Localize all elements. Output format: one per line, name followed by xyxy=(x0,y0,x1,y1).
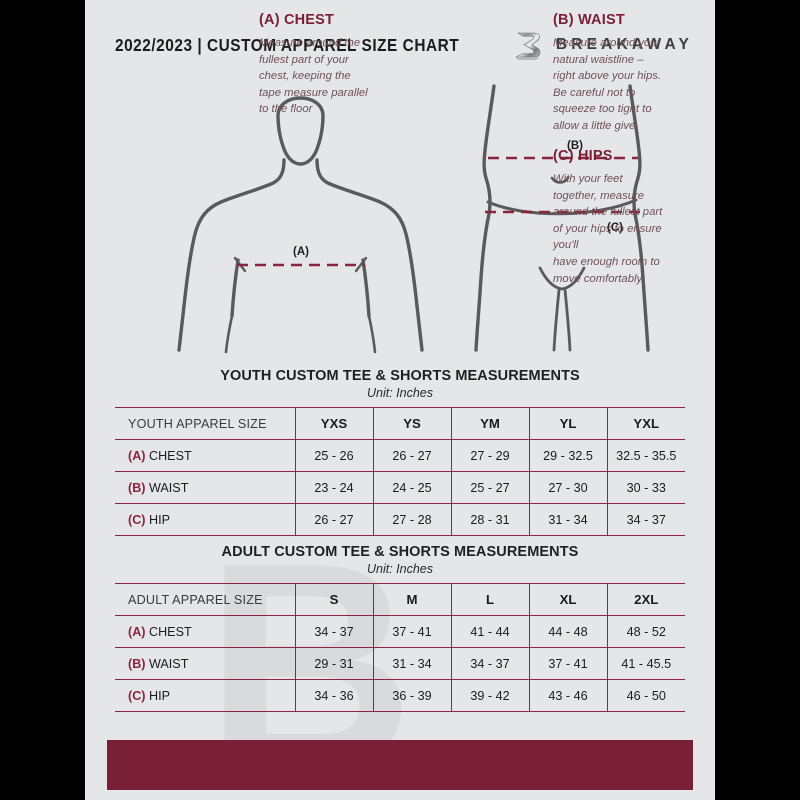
row-name: HIP xyxy=(148,512,170,527)
adult-chest-1: 37 - 41 xyxy=(372,615,451,648)
adult-size-col-1: M xyxy=(372,583,451,616)
youth-size-header: YOUTH APPAREL SIZE xyxy=(115,407,295,440)
adult-size-col-2: L xyxy=(450,583,529,616)
hip-marker-label: (C) xyxy=(607,222,623,234)
hips-front-outline-icon xyxy=(474,84,650,352)
callout-hips-heading: (C) HIPS xyxy=(553,148,613,164)
youth-row-label-waist: (B) WAIST xyxy=(115,471,295,504)
youth-waist-3: 27 - 30 xyxy=(528,471,607,504)
adult-waist-0: 29 - 31 xyxy=(294,647,373,680)
adult-waist-2: 34 - 37 xyxy=(450,647,529,680)
adult-size-header: ADULT APPAREL SIZE xyxy=(115,583,295,616)
row-tag: (B) xyxy=(128,656,149,671)
youth-hip-4: 34 - 37 xyxy=(606,503,685,536)
youth-size-col-0: YXS xyxy=(294,407,373,440)
callout-waist: (B) WAIST Measure around your natural wa… xyxy=(553,12,703,135)
youth-row-label-hip: (C) HIP xyxy=(115,503,295,536)
youth-hip-0: 26 - 27 xyxy=(294,503,373,536)
youth-measurements-block: YOUTH CUSTOM TEE & SHORTS MEASUREMENTS U… xyxy=(115,368,685,536)
youth-hip-1: 27 - 28 xyxy=(372,503,451,536)
adult-row-label-waist: (B) WAIST xyxy=(115,647,295,680)
youth-hip-2: 28 - 31 xyxy=(450,503,529,536)
footer-bar xyxy=(107,740,693,790)
adult-chest-3: 44 - 48 xyxy=(528,615,607,648)
torso-front-outline-icon xyxy=(177,96,424,354)
row-tag: (C) xyxy=(128,512,149,527)
table-header-row: ADULT APPAREL SIZE S M L XL 2XL xyxy=(115,583,685,616)
adult-hip-2: 39 - 42 xyxy=(450,679,529,712)
brand-name: BREAKAWAY xyxy=(555,36,693,53)
adult-size-col-3: XL xyxy=(528,583,607,616)
callout-chest-body: Measure around the fullest part of your … xyxy=(259,37,368,116)
youth-waist-0: 23 - 24 xyxy=(294,471,373,504)
callout-waist-body: Measure around your natural waistline – … xyxy=(553,37,662,132)
adult-row-label-hip: (C) HIP xyxy=(115,679,295,712)
navel-icon xyxy=(550,176,570,184)
youth-size-col-2: YM xyxy=(450,407,529,440)
table-row: (A) CHEST 34 - 37 37 - 41 41 - 44 44 - 4… xyxy=(115,615,685,648)
youth-row-label-chest: (A) CHEST xyxy=(115,439,295,472)
youth-chest-0: 25 - 26 xyxy=(294,439,373,472)
youth-size-col-3: YL xyxy=(528,407,607,440)
adult-table-unit: Unit: Inches xyxy=(366,562,433,576)
row-tag: (B) xyxy=(128,480,149,495)
table-row: (A) CHEST 25 - 26 26 - 27 27 - 29 29 - 3… xyxy=(115,439,685,472)
adult-waist-1: 31 - 34 xyxy=(372,647,451,680)
adult-chest-0: 34 - 37 xyxy=(294,615,373,648)
youth-chest-2: 27 - 29 xyxy=(450,439,529,472)
table-row: (B) WAIST 23 - 24 24 - 25 25 - 27 27 - 3… xyxy=(115,471,685,504)
adult-chest-2: 41 - 44 xyxy=(450,615,529,648)
row-tag: (A) xyxy=(128,624,149,639)
brand-lockup: BREAKAWAY xyxy=(513,29,693,61)
youth-chest-1: 26 - 27 xyxy=(372,439,451,472)
table-row: (C) HIP 26 - 27 27 - 28 28 - 31 31 - 34 … xyxy=(115,503,685,536)
row-name: CHEST xyxy=(148,624,192,639)
row-name: WAIST xyxy=(148,656,189,671)
youth-measurements-table: YOUTH APPAREL SIZE YXS YS YM YL YXL (A) … xyxy=(115,407,685,536)
row-tag: (A) xyxy=(128,448,149,463)
row-name: CHEST xyxy=(148,448,192,463)
page-header: 2022/2023 | CUSTOM APPAREL SIZE CHART xyxy=(85,28,715,62)
page-title: 2022/2023 | CUSTOM APPAREL SIZE CHART xyxy=(115,34,460,55)
adult-chest-4: 48 - 52 xyxy=(606,615,685,648)
youth-waist-2: 25 - 27 xyxy=(450,471,529,504)
chest-marker-label: (A) xyxy=(293,246,309,258)
table-row: (C) HIP 34 - 36 36 - 39 39 - 42 43 - 46 … xyxy=(115,679,685,712)
size-chart-page: B 2022/2023 | CUSTOM APPAREL SIZE CHART xyxy=(85,0,715,800)
adult-hip-4: 46 - 50 xyxy=(606,679,685,712)
adult-measurements-table: ADULT APPAREL SIZE S M L XL 2XL (A) CHES… xyxy=(115,583,685,712)
callout-waist-heading: (B) WAIST xyxy=(553,12,625,28)
callout-hips-body: With your feet together, measure around … xyxy=(553,173,663,285)
table-header-row: YOUTH APPAREL SIZE YXS YS YM YL YXL xyxy=(115,407,685,440)
adult-row-label-chest: (A) CHEST xyxy=(115,615,295,648)
callout-hips: (C) HIPS With your feet together, measur… xyxy=(553,148,705,287)
youth-waist-4: 30 - 33 xyxy=(606,471,685,504)
youth-size-col-4: YXL xyxy=(606,407,685,440)
row-name: WAIST xyxy=(148,480,189,495)
table-row: (B) WAIST 29 - 31 31 - 34 34 - 37 37 - 4… xyxy=(115,647,685,680)
youth-chest-3: 29 - 32.5 xyxy=(528,439,607,472)
row-tag: (C) xyxy=(128,688,149,703)
adult-hip-3: 43 - 46 xyxy=(528,679,607,712)
adult-size-col-0: S xyxy=(294,583,373,616)
row-name: HIP xyxy=(148,688,170,703)
waist-marker-label: (B) xyxy=(567,140,583,152)
measurement-diagrams: (A) (B) (C) xyxy=(85,68,715,368)
adult-size-col-4: 2XL xyxy=(606,583,685,616)
youth-size-col-1: YS xyxy=(372,407,451,440)
adult-measurements-block: ADULT CUSTOM TEE & SHORTS MEASUREMENTS U… xyxy=(115,544,685,712)
youth-table-unit: Unit: Inches xyxy=(366,386,433,400)
adult-waist-3: 37 - 41 xyxy=(528,647,607,680)
youth-waist-1: 24 - 25 xyxy=(372,471,451,504)
adult-hip-1: 36 - 39 xyxy=(372,679,451,712)
adult-table-title: ADULT CUSTOM TEE & SHORTS MEASUREMENTS xyxy=(221,544,579,560)
youth-chest-4: 32.5 - 35.5 xyxy=(606,439,685,472)
youth-table-title: YOUTH CUSTOM TEE & SHORTS MEASUREMENTS xyxy=(220,368,580,384)
callout-chest-heading: (A) CHEST xyxy=(259,12,335,28)
adult-hip-0: 34 - 36 xyxy=(294,679,373,712)
adult-waist-4: 41 - 45.5 xyxy=(606,647,685,680)
breakaway-b-logo-icon xyxy=(513,29,543,61)
youth-hip-3: 31 - 34 xyxy=(528,503,607,536)
callout-chest: (A) CHEST Measure around the fullest par… xyxy=(259,12,409,118)
